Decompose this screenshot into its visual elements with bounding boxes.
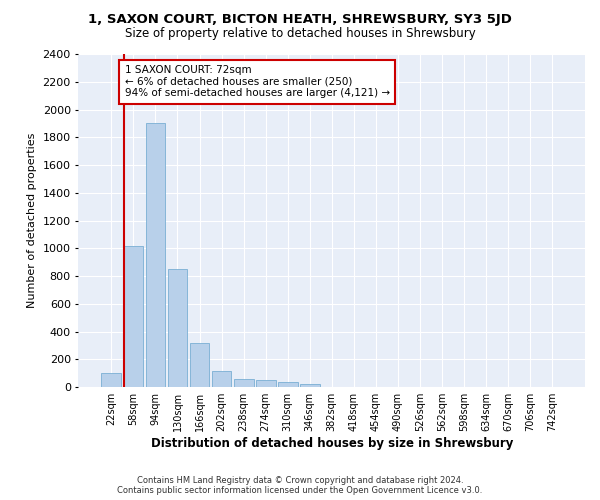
Bar (101, 374, 121, 387)
Bar (146, 124, 166, 387)
Text: Contains HM Land Registry data © Crown copyright and database right 2024.
Contai: Contains HM Land Registry data © Crown c… (118, 476, 482, 495)
X-axis label: Distribution of detached houses by size in Shrewsbury: Distribution of detached houses by size … (151, 437, 513, 450)
Bar (233, 379, 254, 387)
Bar (190, 343, 209, 387)
Bar (167, 268, 187, 387)
Text: 1, SAXON COURT, BICTON HEATH, SHREWSBURY, SY3 5JD: 1, SAXON COURT, BICTON HEATH, SHREWSBURY… (88, 12, 512, 26)
Y-axis label: Number of detached properties: Number of detached properties (27, 133, 37, 308)
Text: Size of property relative to detached houses in Shrewsbury: Size of property relative to detached ho… (125, 28, 475, 40)
Bar (212, 370, 232, 387)
Bar (256, 380, 275, 387)
Bar (300, 384, 320, 387)
Text: 1 SAXON COURT: 72sqm
← 6% of detached houses are smaller (250)
94% of semi-detac: 1 SAXON COURT: 72sqm ← 6% of detached ho… (125, 65, 390, 98)
Bar (278, 382, 298, 387)
Bar (124, 246, 143, 387)
